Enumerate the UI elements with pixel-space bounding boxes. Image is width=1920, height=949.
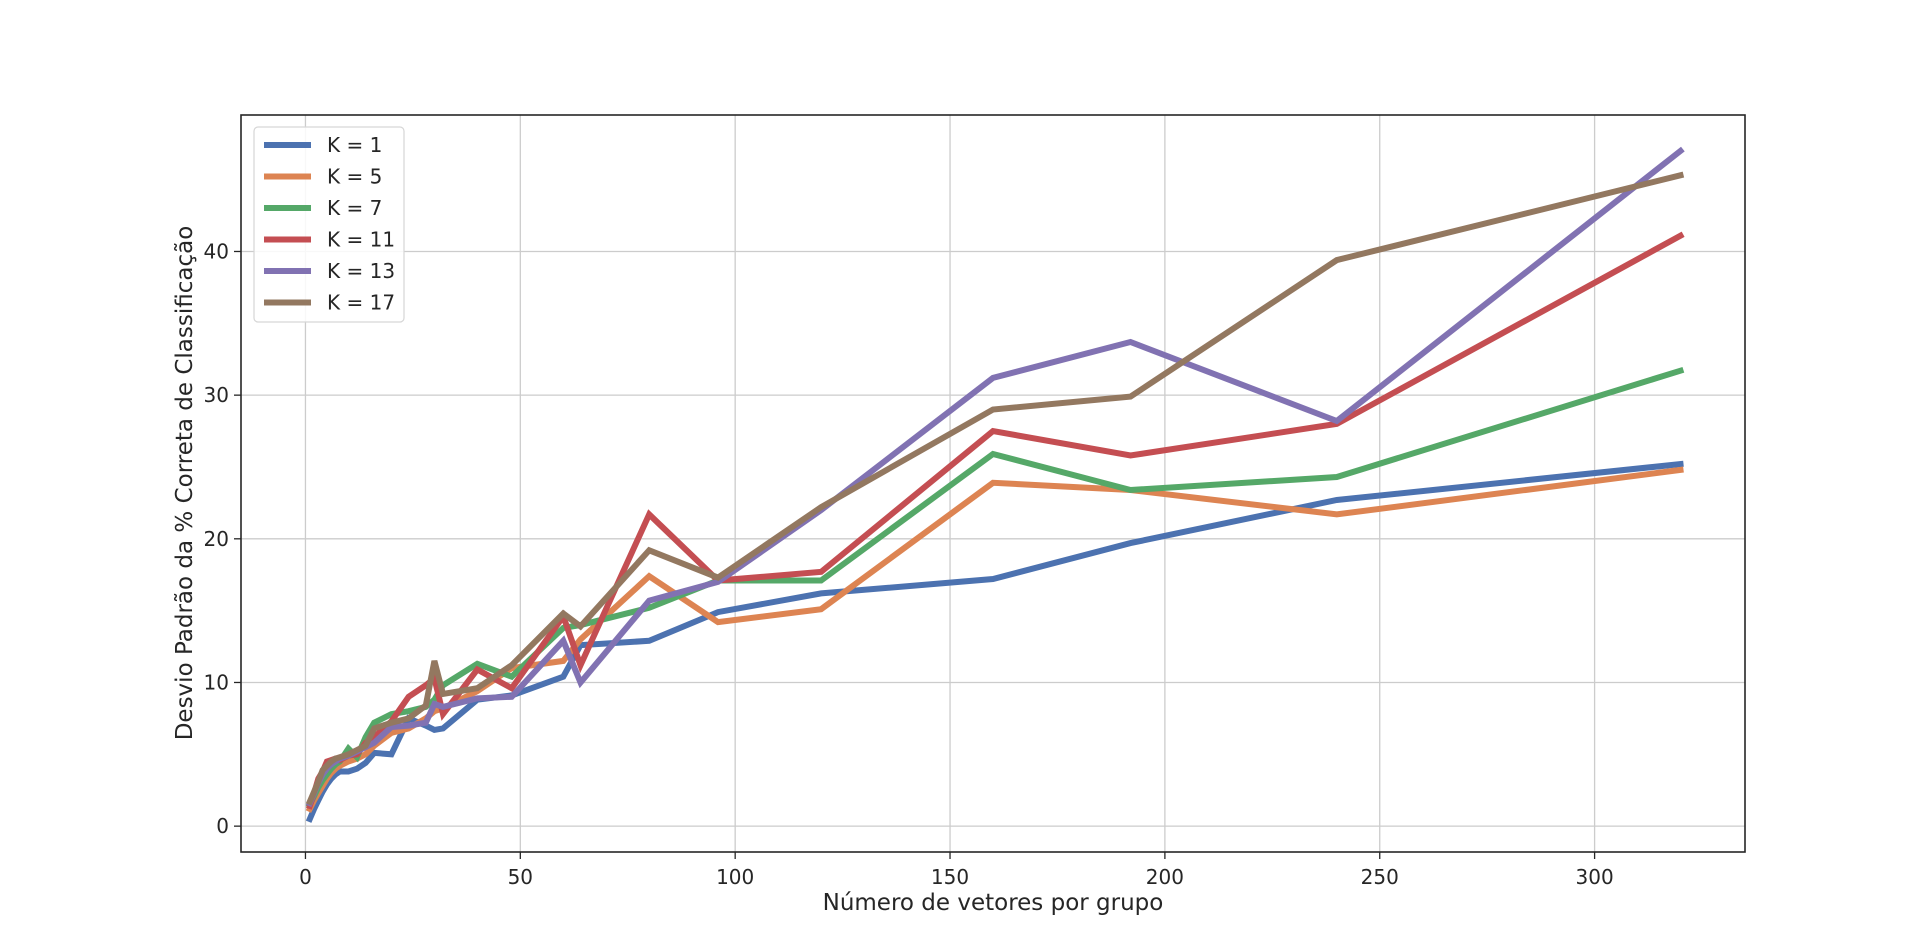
plot-lines — [305, 146, 1685, 823]
x-tick-label: 50 — [508, 865, 533, 889]
y-tick-label: 10 — [204, 670, 229, 694]
legend-label: K = 17 — [327, 291, 395, 315]
legend-label: K = 1 — [327, 133, 382, 157]
y-axis-label: Desvio Padrão da % Correta de Classifica… — [172, 226, 198, 741]
x-tick-label: 200 — [1146, 865, 1184, 889]
y-tick-label: 30 — [204, 383, 229, 407]
x-tick-label: 0 — [299, 865, 312, 889]
y-tick-label: 0 — [216, 814, 229, 838]
x-tick-label: 150 — [931, 865, 969, 889]
plot-frame — [240, 114, 1746, 853]
series-line-k17 — [305, 171, 1685, 806]
legend-label: K = 11 — [327, 228, 395, 252]
y-tick-label: 40 — [204, 239, 229, 263]
y-tick-label: 20 — [204, 527, 229, 551]
x-tick-label: 250 — [1361, 865, 1399, 889]
legend-label: K = 5 — [327, 165, 382, 189]
legend: K = 1 K = 5 K = 7 K = 11 K = 13 K = 17 — [253, 126, 405, 323]
legend-label: K = 13 — [327, 259, 395, 283]
axis-ticks: 0 50 100 150 200 250 300 0 10 20 30 40 — [204, 239, 1614, 889]
x-tick-label: 300 — [1576, 865, 1614, 889]
legend-label: K = 7 — [327, 196, 382, 220]
x-axis-label: Número de vetores por grupo — [823, 890, 1164, 916]
x-tick-label: 100 — [716, 865, 754, 889]
